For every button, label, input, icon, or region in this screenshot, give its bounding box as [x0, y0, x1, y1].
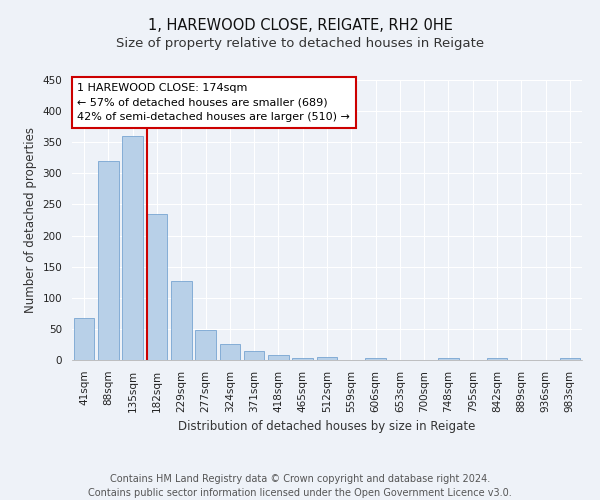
X-axis label: Distribution of detached houses by size in Reigate: Distribution of detached houses by size …: [178, 420, 476, 433]
Bar: [365, 358, 386, 360]
Bar: [487, 358, 508, 360]
Text: 1 HAREWOOD CLOSE: 174sqm
← 57% of detached houses are smaller (689)
42% of semi-: 1 HAREWOOD CLOSE: 174sqm ← 57% of detach…: [77, 83, 350, 122]
Bar: [292, 358, 313, 360]
Text: Contains HM Land Registry data © Crown copyright and database right 2024.
Contai: Contains HM Land Registry data © Crown c…: [88, 474, 512, 498]
Bar: [268, 355, 289, 360]
Bar: [171, 281, 191, 360]
Bar: [438, 358, 459, 360]
Bar: [560, 358, 580, 360]
Bar: [146, 214, 167, 360]
Text: 1, HAREWOOD CLOSE, REIGATE, RH2 0HE: 1, HAREWOOD CLOSE, REIGATE, RH2 0HE: [148, 18, 452, 32]
Bar: [317, 357, 337, 360]
Bar: [195, 330, 216, 360]
Text: Size of property relative to detached houses in Reigate: Size of property relative to detached ho…: [116, 38, 484, 51]
Bar: [122, 136, 143, 360]
Y-axis label: Number of detached properties: Number of detached properties: [24, 127, 37, 313]
Bar: [220, 344, 240, 360]
Bar: [244, 350, 265, 360]
Bar: [74, 318, 94, 360]
Bar: [98, 161, 119, 360]
